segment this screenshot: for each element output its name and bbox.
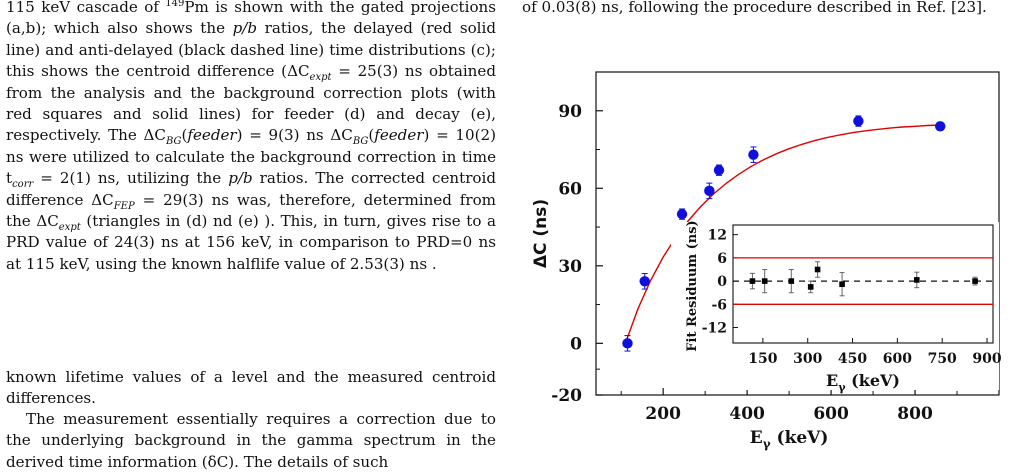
data-point [935,121,946,132]
x-axis-label: Eγ (keV) [750,428,829,451]
x-tick-label: 200 [645,404,681,424]
right-column-text: of 0.03(8) ns, following the procedure d… [522,0,987,16]
residual-point [749,278,756,284]
right-column: of 0.03(8) ns, following the procedure d… [520,0,1020,473]
x-tick-label: 600 [813,404,849,424]
inset-plot: -12 -6 0 6 12 150 300 450 600 750 900 Eγ (keV) Fit R… [671,220,1002,394]
inset-frame [732,224,994,344]
residual-point [972,278,978,284]
inset-background [671,222,999,390]
x-tick-label: 800 [897,404,933,424]
residual-point [814,266,821,273]
y-tick-label: 90 [558,102,582,122]
inset-y-axis-label: Fit Residuum (ns) [685,220,700,351]
inset-x-tick-label: 150 [748,351,777,367]
inset-y-tick-label: 0 [717,274,727,290]
residual-point [913,277,920,283]
inset-y-tick-label: 12 [708,228,727,244]
residual-point [839,281,845,287]
inset-y-tick-label: -6 [711,297,727,313]
data-point [748,149,759,160]
inset-x-tick-label: 450 [838,351,867,367]
residual-point [788,278,795,284]
y-tick-label: 30 [558,257,582,277]
data-point [713,164,725,176]
left-text-column: 115 keV cascade of 149Pm is shown with t… [0,0,500,473]
data-point [853,115,864,127]
data-point [622,338,633,349]
inset-y-tick-label: 6 [717,251,727,267]
inset-y-tick-label: -12 [702,321,727,337]
body-paragraph-lifetime: known lifetime values of a level and the… [6,368,496,408]
inset-x-tick-label: 750 [928,351,957,367]
data-point [704,185,715,197]
y-tick-label: 0 [570,334,582,354]
residual-point [807,284,814,290]
inset-x-tick-label: 600 [883,351,912,367]
inset-x-tick-label: 300 [793,351,822,367]
body-paragraph-measurement: The measurement essentially requires a c… [6,410,496,471]
inset-x-axis-label: Eγ (keV) [826,371,900,394]
figure-caption-paragraph: 115 keV cascade of 149Pm is shown with t… [6,0,497,273]
x-tick-label: 400 [729,404,765,424]
residual-point [761,278,768,284]
inset-x-tick-label: 900 [972,351,1001,367]
y-axis-label: ΔC (ns) [531,199,551,268]
y-tick-label: -20 [551,386,582,406]
data-point [639,276,650,287]
y-tick-label: 60 [558,179,582,199]
data-point [676,208,688,220]
